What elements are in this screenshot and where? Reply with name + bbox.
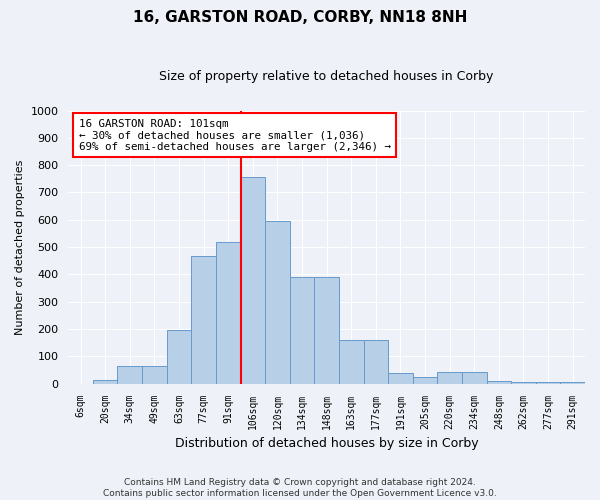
Bar [191,256,216,384]
Bar [364,340,388,384]
Bar [536,382,560,384]
X-axis label: Distribution of detached houses by size in Corby: Distribution of detached houses by size … [175,437,478,450]
Bar [241,178,265,384]
Bar [462,372,487,384]
Bar [118,366,142,384]
Bar [265,221,290,384]
Bar [93,380,118,384]
Text: 16 GARSTON ROAD: 101sqm
← 30% of detached houses are smaller (1,036)
69% of semi: 16 GARSTON ROAD: 101sqm ← 30% of detache… [79,118,391,152]
Bar [216,242,241,384]
Bar [314,277,339,384]
Text: Contains HM Land Registry data © Crown copyright and database right 2024.
Contai: Contains HM Land Registry data © Crown c… [103,478,497,498]
Bar [142,366,167,384]
Bar [560,382,585,384]
Bar [511,382,536,384]
Text: 16, GARSTON ROAD, CORBY, NN18 8NH: 16, GARSTON ROAD, CORBY, NN18 8NH [133,10,467,25]
Bar [339,340,364,384]
Bar [167,330,191,384]
Bar [290,277,314,384]
Bar [388,373,413,384]
Bar [487,381,511,384]
Title: Size of property relative to detached houses in Corby: Size of property relative to detached ho… [160,70,494,83]
Bar [413,378,437,384]
Bar [437,372,462,384]
Y-axis label: Number of detached properties: Number of detached properties [15,160,25,335]
